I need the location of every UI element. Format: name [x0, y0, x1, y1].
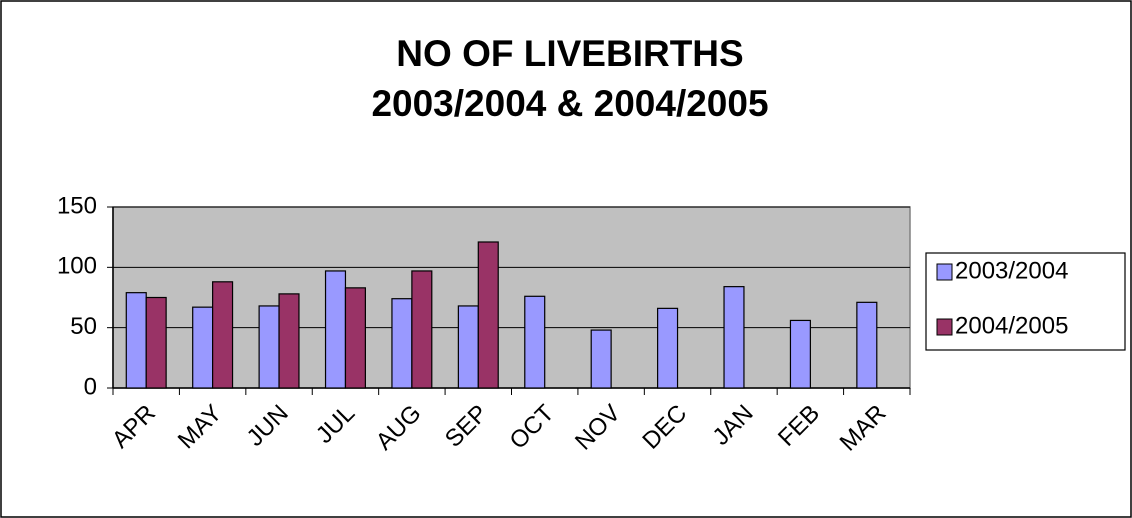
bar [324, 270, 347, 389]
y-tick-label: 0 [84, 373, 97, 400]
chart-subtitle: 2003/2004 & 2004/2005 [371, 83, 768, 124]
bar [411, 270, 433, 389]
bar [125, 292, 147, 389]
y-tick-label: 100 [57, 253, 97, 280]
legend-swatch [936, 318, 953, 336]
bar [457, 305, 479, 389]
legend-label: 2003/2004 [955, 257, 1068, 284]
bar [657, 307, 679, 389]
bar [391, 298, 413, 389]
bar [344, 287, 366, 389]
bar [524, 295, 546, 389]
bar [789, 319, 811, 389]
plot-area [112, 206, 911, 389]
y-tick-label: 150 [57, 192, 97, 219]
bar [590, 329, 612, 389]
bar [258, 305, 280, 389]
bar [212, 281, 234, 389]
legend-label: 2004/2005 [955, 312, 1068, 339]
legend-box [925, 252, 1126, 351]
bar [192, 306, 214, 389]
bar [856, 301, 878, 389]
bar [723, 286, 745, 389]
chart-title: NO OF LIVEBIRTHS [396, 33, 743, 74]
legend-swatch [936, 263, 953, 281]
y-tick-label: 50 [70, 313, 97, 340]
bar [477, 241, 499, 389]
bar [278, 293, 300, 389]
bar [145, 296, 167, 389]
